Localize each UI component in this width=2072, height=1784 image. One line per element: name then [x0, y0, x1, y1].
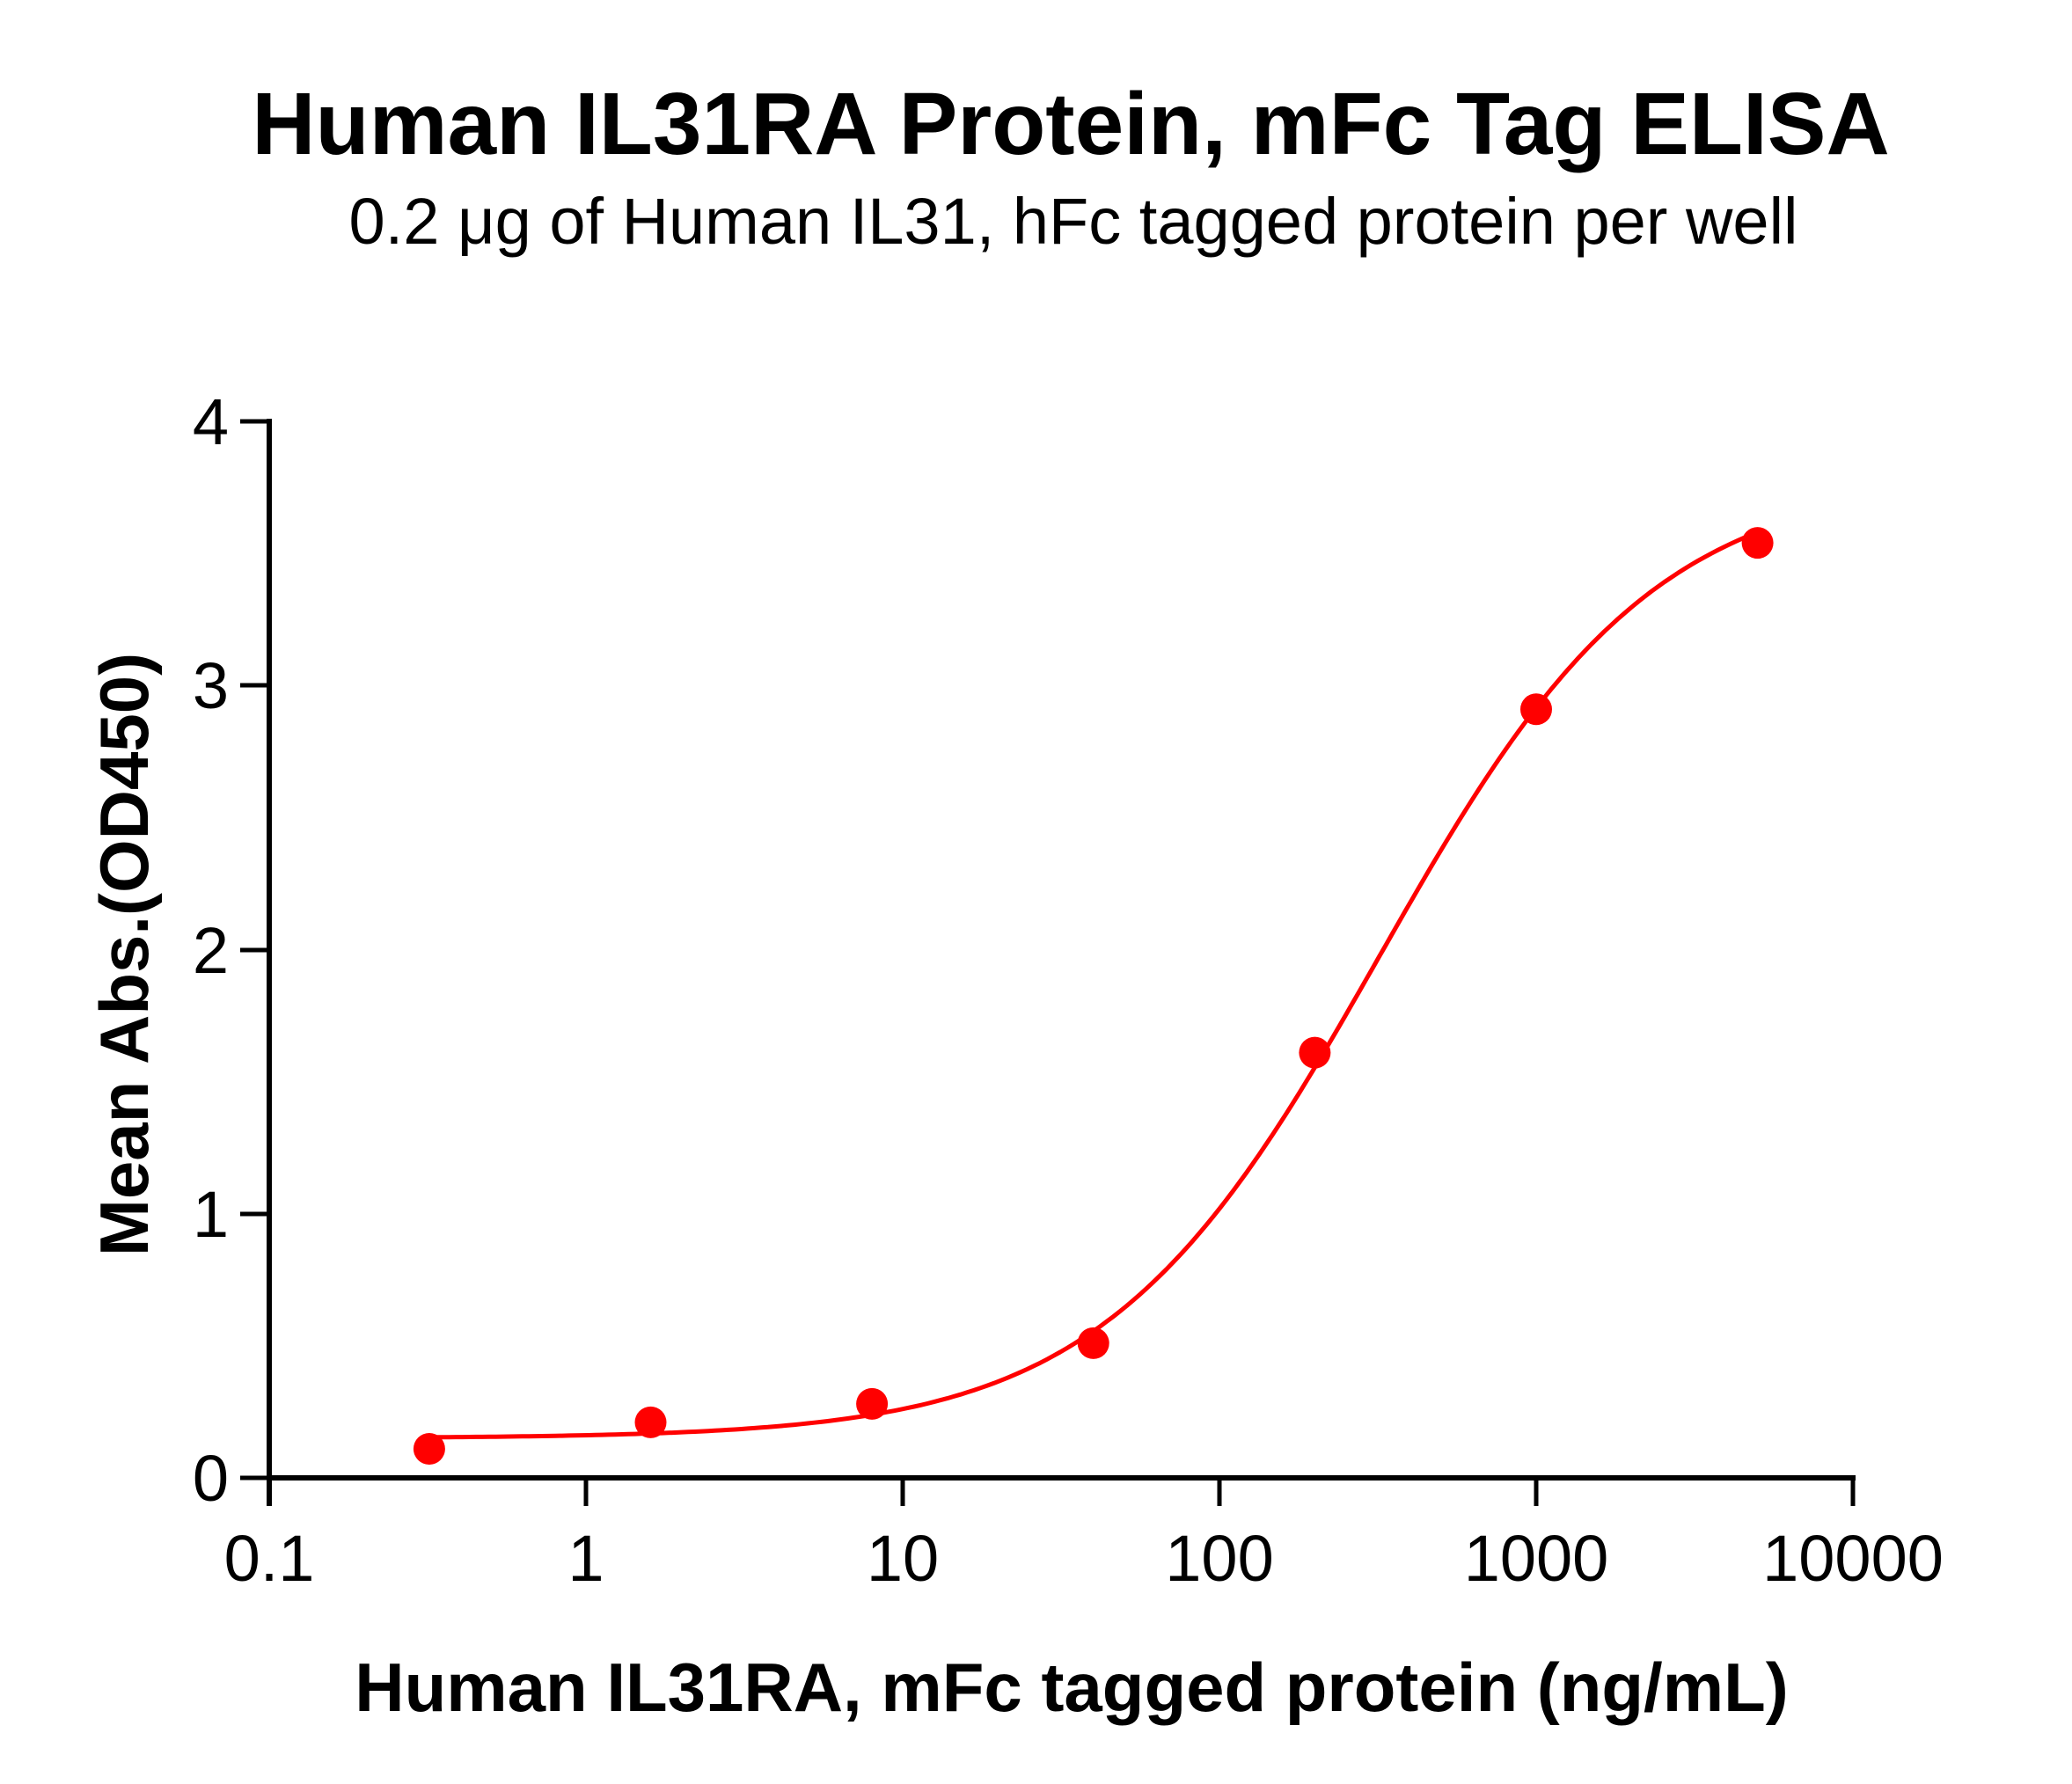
y-tick-labels: 0 1 2 3 4 — [193, 385, 229, 1515]
chart-title: Human IL31RA Protein, mFc Tag ELISA — [252, 75, 1889, 173]
data-point — [856, 1387, 889, 1420]
x-axis — [267, 1475, 1856, 1506]
data-point — [1077, 1327, 1109, 1359]
y-axis-title: Mean Abs.(OD450) — [85, 653, 163, 1256]
y-axis — [240, 419, 272, 1506]
x-tick-10000: 10000 — [1762, 1522, 1944, 1595]
x-axis-title: Human IL31RA, mFc tagged protein (ng/mL) — [355, 1649, 1788, 1726]
x-tick-1000: 1000 — [1464, 1522, 1609, 1595]
data-point — [1741, 527, 1774, 559]
plot-area — [413, 527, 1774, 1465]
data-point — [634, 1406, 667, 1438]
data-point — [1520, 693, 1552, 726]
x-tick-labels: 0.1 1 10 100 1000 10000 — [224, 1522, 1944, 1595]
y-tick-3: 3 — [193, 649, 229, 722]
y-tick-0: 0 — [193, 1442, 229, 1515]
data-point — [413, 1433, 445, 1465]
y-tick-4: 4 — [193, 385, 229, 458]
data-points — [413, 527, 1774, 1465]
chart-subtitle: 0.2 μg of Human IL31, hFc tagged protein… — [349, 185, 1798, 258]
x-tick-0.1: 0.1 — [224, 1522, 315, 1595]
y-tick-2: 2 — [193, 914, 229, 987]
x-tick-1: 1 — [567, 1522, 604, 1595]
y-tick-1: 1 — [193, 1178, 229, 1251]
data-point — [1299, 1036, 1331, 1069]
x-tick-100: 100 — [1165, 1522, 1273, 1595]
x-tick-10: 10 — [867, 1522, 939, 1595]
